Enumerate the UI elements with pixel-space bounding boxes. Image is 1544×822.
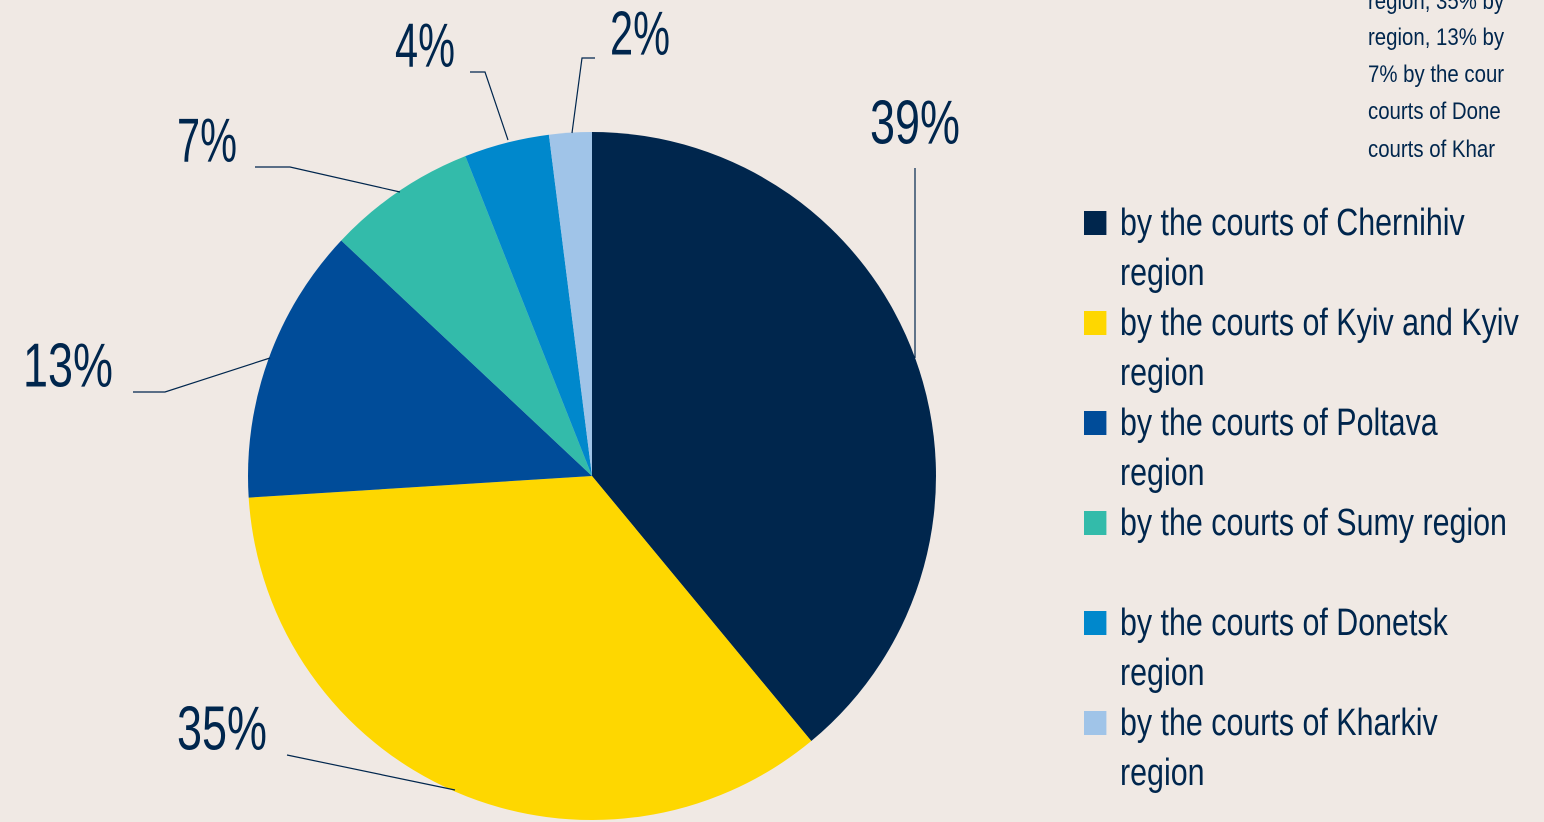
legend-swatch	[1084, 311, 1107, 335]
legend-item: by the courts of Donetsk region	[1084, 598, 1528, 698]
leader-line	[286, 754, 456, 791]
pie-slice	[548, 132, 592, 476]
legend: by the courts of Chernihiv region by the …	[1084, 198, 1532, 798]
note-line: region, 35% by	[1368, 0, 1505, 15]
data-label: 39%	[870, 88, 960, 157]
data-label: 35%	[177, 694, 267, 763]
data-label: 2%	[610, 0, 670, 68]
legend-item: by the courts of Sumy region	[1084, 498, 1528, 598]
data-label: 13%	[23, 331, 113, 400]
leader-line	[571, 57, 595, 134]
note-line: courts of Done	[1368, 98, 1501, 125]
legend-label: by the courts of Kyiv and Kyiv region	[1120, 302, 1519, 394]
legend-label: by the courts of Poltava region	[1120, 402, 1438, 494]
leader-line	[255, 166, 401, 193]
pie-slice	[248, 240, 592, 498]
leader-line	[470, 71, 509, 141]
legend-swatch	[1084, 511, 1107, 535]
note-line: 7% by the cour	[1368, 61, 1505, 88]
legend-item: by the courts of Kharkiv region	[1084, 698, 1528, 798]
legend-swatch	[1084, 711, 1107, 735]
legend-item: by the courts of Kyiv and Kyiv region	[1084, 298, 1528, 398]
legend-swatch	[1084, 211, 1107, 235]
legend-label: by the courts of Kharkiv region	[1120, 702, 1438, 794]
legend-label: by the courts of Sumy region	[1120, 502, 1507, 544]
note-line: courts of Khar	[1368, 136, 1495, 163]
pie-slice	[592, 132, 937, 742]
data-label: 4%	[395, 11, 455, 80]
note-line: region, 13% by	[1368, 24, 1505, 51]
pie-slice	[341, 156, 592, 476]
leader-line	[133, 357, 271, 393]
data-label: 7%	[177, 106, 237, 175]
legend-swatch	[1084, 411, 1107, 435]
legend-swatch	[1084, 611, 1107, 635]
legend-item: by the courts of Chernihiv region	[1084, 198, 1528, 298]
legend-item: by the courts of Poltava region	[1084, 398, 1528, 498]
pie-slice	[465, 134, 592, 477]
legend-label: by the courts of Chernihiv region	[1120, 202, 1465, 294]
pie-slice	[248, 476, 812, 821]
legend-label: by the courts of Donetsk region	[1120, 602, 1448, 694]
